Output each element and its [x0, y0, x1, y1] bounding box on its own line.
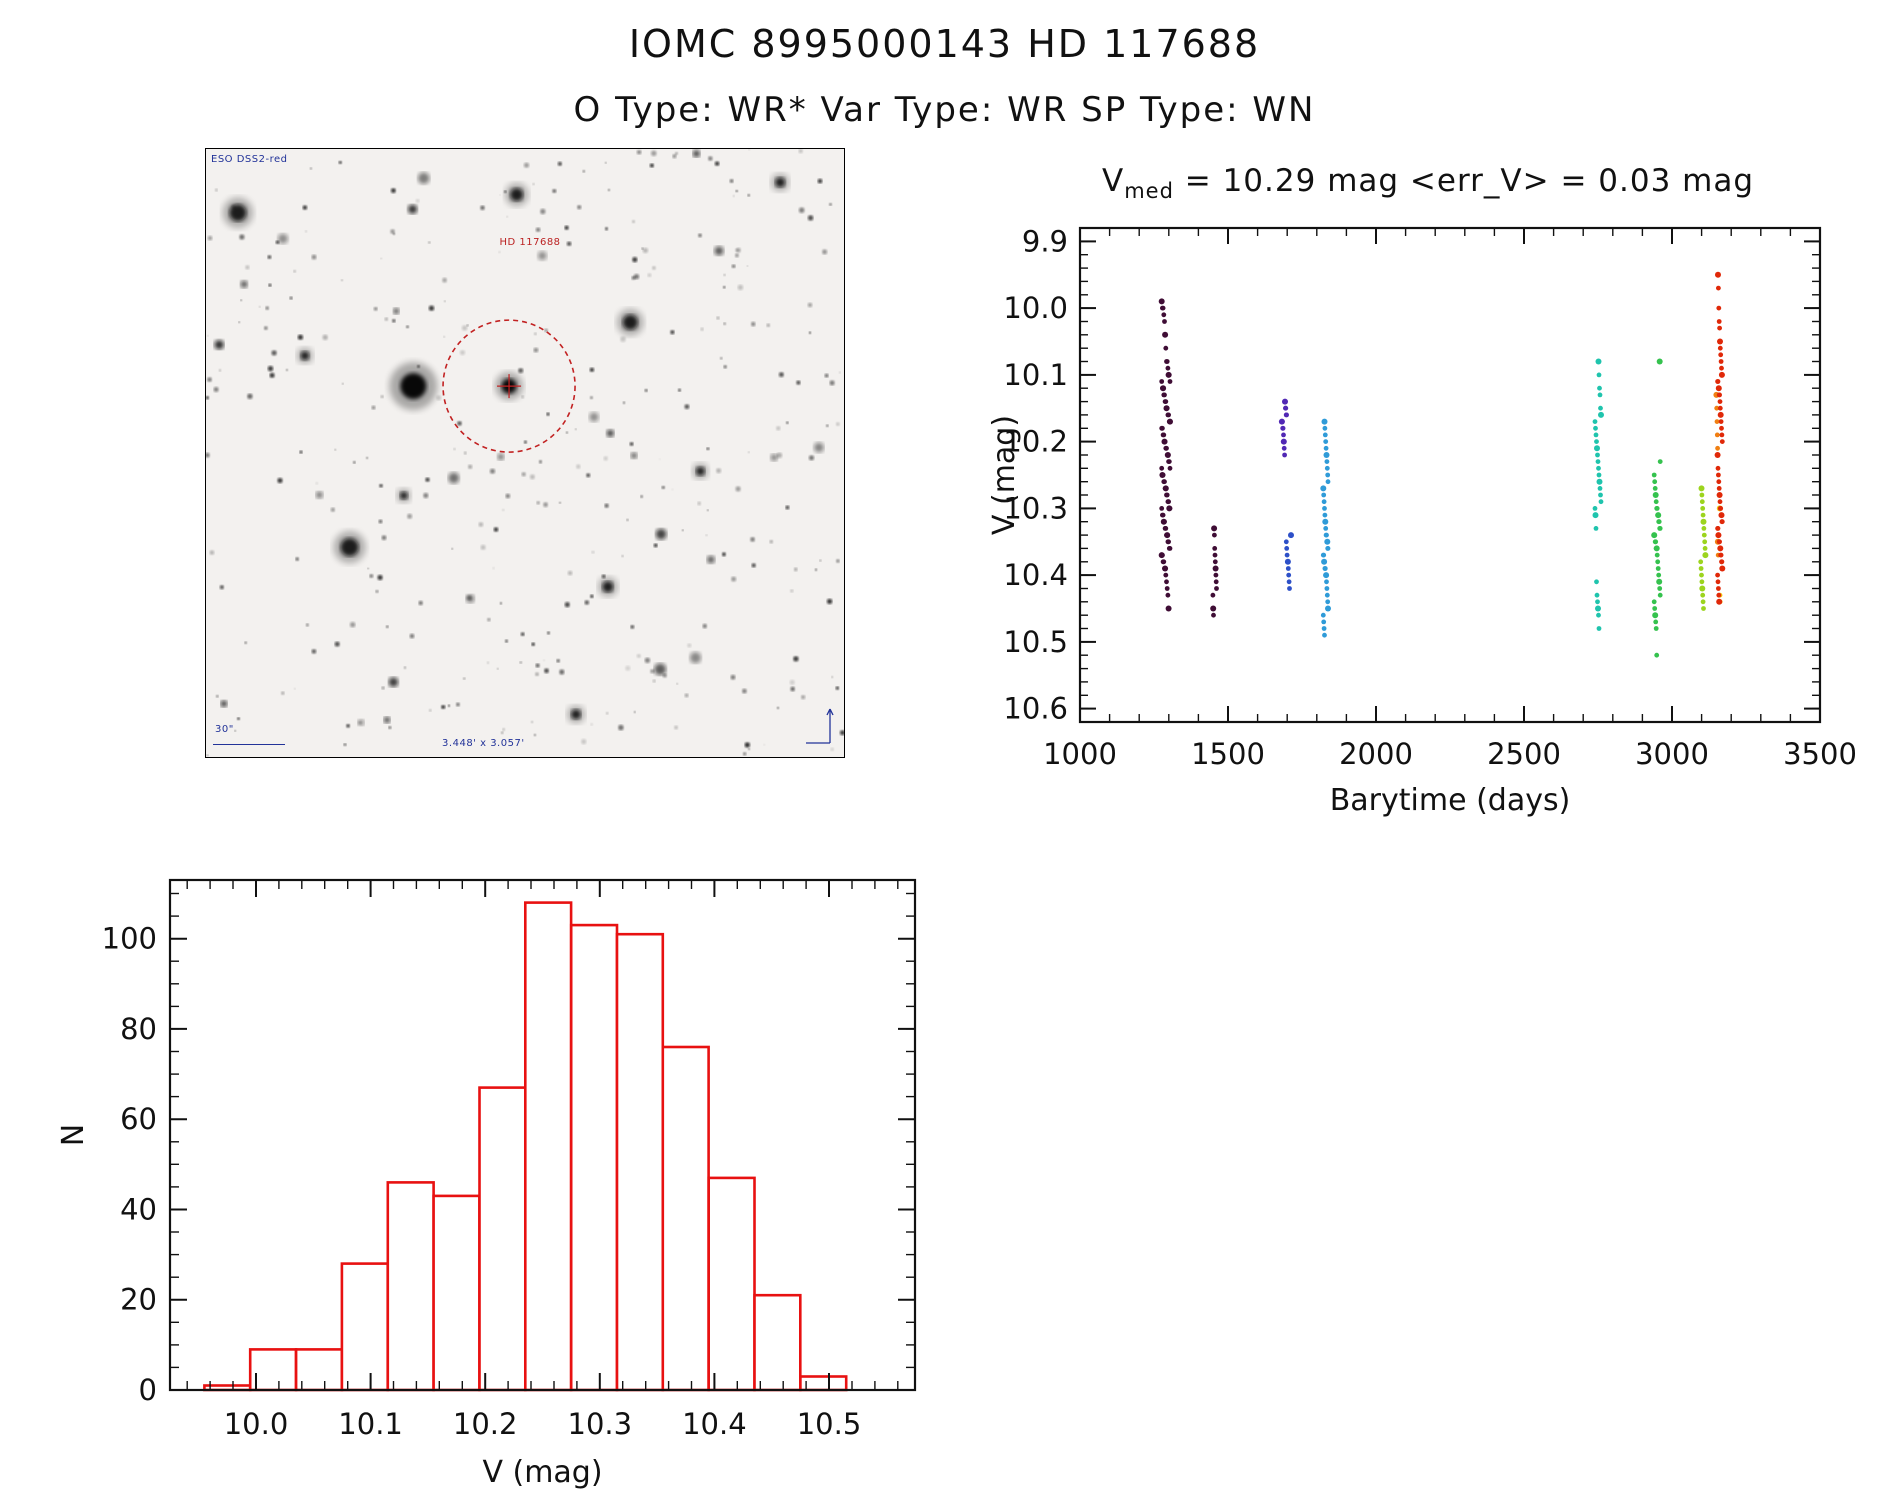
- svg-text:100: 100: [102, 922, 157, 956]
- survey-label: ESO DSS2-red: [211, 154, 288, 165]
- page-subtitle: O Type: WR* Var Type: WR SP Type: WN: [573, 90, 1316, 130]
- scale-bar: [213, 744, 285, 745]
- compass-icon: [806, 708, 834, 744]
- histogram-chart: 10.0 10.1 10.2 10.3 10.4 10.5 0 20 40 60 80 100 V (m…: [55, 855, 975, 1494]
- svg-text:10.1: 10.1: [1003, 358, 1068, 392]
- svg-text:80: 80: [120, 1012, 157, 1046]
- svg-text:20: 20: [120, 1283, 157, 1317]
- svg-text:N: N: [56, 1124, 91, 1146]
- svg-text:10.0: 10.0: [224, 1407, 289, 1441]
- svg-text:9.9: 9.9: [1022, 224, 1068, 258]
- lightcurve-plot: 1000 1500 2000 2500 3000 3500 9.9 10.0 10.1 10.2 1…: [987, 224, 1857, 818]
- histogram-plot: 10.0 10.1 10.2 10.3 10.4 10.5 0 20 40 60 80 100 V (m…: [56, 878, 917, 1490]
- lightcurve-chart: 1000 1500 2000 2500 3000 3500 9.9 10.0 10.1 10.2 1…: [987, 210, 1868, 834]
- svg-text:10.2: 10.2: [1003, 425, 1068, 459]
- lightcurve-title-sub: med: [1124, 179, 1174, 204]
- svg-text:10.3: 10.3: [568, 1407, 633, 1441]
- svg-text:10.0: 10.0: [1003, 291, 1068, 325]
- svg-text:10.4: 10.4: [1003, 558, 1068, 592]
- svg-text:1500: 1500: [1191, 737, 1265, 771]
- svg-text:10.2: 10.2: [453, 1407, 518, 1441]
- svg-text:2500: 2500: [1487, 737, 1561, 771]
- svg-text:10.4: 10.4: [682, 1407, 747, 1441]
- page-title: IOMC 8995000143 HD 117688: [628, 22, 1261, 66]
- scale-label: 30": [215, 724, 234, 735]
- svg-text:3500: 3500: [1783, 737, 1857, 771]
- svg-text:10.3: 10.3: [1003, 491, 1068, 525]
- svg-text:V (mag): V (mag): [988, 415, 1022, 535]
- svg-text:40: 40: [120, 1193, 157, 1227]
- svg-text:3000: 3000: [1635, 737, 1709, 771]
- target-label: HD 117688: [499, 237, 561, 249]
- svg-text:V (mag): V (mag): [482, 1455, 602, 1490]
- finder-chart: ESO DSS2-red HD 117688 30" 3.448' x 3.05…: [205, 148, 846, 758]
- svg-text:10.5: 10.5: [797, 1407, 862, 1441]
- svg-text:10.1: 10.1: [338, 1407, 403, 1441]
- svg-text:10.6: 10.6: [1003, 692, 1068, 726]
- svg-text:0: 0: [139, 1373, 157, 1407]
- lightcurve-title-rest: = 10.29 mag <err_V> = 0.03 mag: [1173, 163, 1755, 199]
- svg-text:60: 60: [120, 1102, 157, 1136]
- lightcurve-title: Vmed = 10.29 mag <err_V> = 0.03 mag: [988, 163, 1868, 203]
- finder-image: [205, 148, 846, 757]
- svg-text:Barytime (days): Barytime (days): [1330, 783, 1571, 818]
- lightcurve-title-var: V: [1101, 163, 1125, 199]
- svg-text:2000: 2000: [1339, 737, 1413, 771]
- svg-text:10.5: 10.5: [1003, 625, 1068, 659]
- svg-text:1000: 1000: [1043, 737, 1117, 771]
- fov-label: 3.448' x 3.057': [442, 738, 525, 749]
